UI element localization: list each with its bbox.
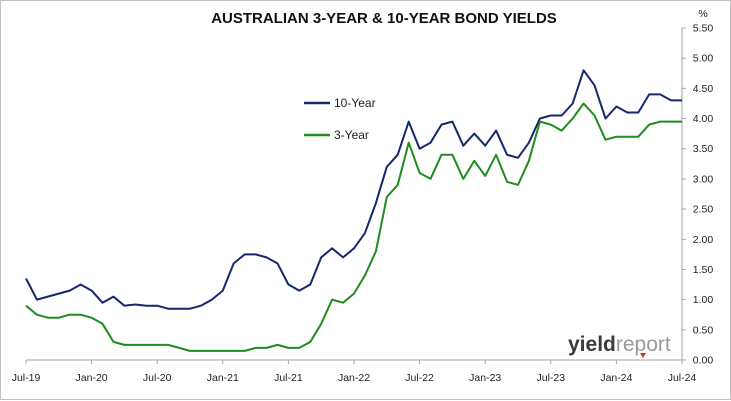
y-tick-label: 0.50 [693, 324, 714, 336]
y-axis-ticks: 0.00 0.50 1.00 1.50 2.00 2.50 3.00 3.50 4.00 4.50… [682, 23, 713, 367]
legend-label-3-year: 3-Year [334, 128, 369, 142]
x-tick-label: Jul-21 [274, 372, 303, 384]
y-tick-label: 5.00 [693, 53, 714, 65]
y-tick-label: 5.50 [693, 23, 714, 35]
y-tick-label: 4.50 [693, 83, 714, 95]
y-tick-label: 0.00 [693, 355, 714, 367]
x-tick-label: Jul-24 [668, 372, 697, 384]
yieldreport-logo: yieldreport [568, 333, 671, 358]
chart-title: AUSTRALIAN 3-YEAR & 10-YEAR BOND YIELDS [211, 10, 557, 27]
y-tick-label: 1.50 [693, 264, 714, 276]
y-tick-label: 3.00 [693, 173, 714, 185]
x-tick-label: Jul-22 [405, 372, 434, 384]
x-tick-label: Jul-23 [536, 372, 565, 384]
logo-marker-icon [640, 353, 646, 358]
x-tick-label: Jan-22 [338, 372, 370, 384]
x-tick-label: Jan-24 [600, 372, 632, 384]
x-tick-label: Jul-19 [12, 372, 41, 384]
x-tick-label: Jan-23 [469, 372, 501, 384]
y-tick-label: 2.50 [693, 204, 714, 216]
series-line-3-year [25, 102, 682, 352]
x-axis-ticks: Jul-19 Jan-20 Jul-20 Jan-21 Jul-21 Jan-22 Jul-… [12, 360, 697, 384]
y-axis-unit: % [698, 8, 707, 20]
legend-label-10-year: 10-Year [334, 96, 376, 110]
y-tick-label: 4.00 [693, 113, 714, 125]
x-tick-label: Jan-21 [207, 372, 239, 384]
svg-text:yieldreport: yieldreport [568, 333, 671, 356]
x-tick-label: Jul-20 [143, 372, 172, 384]
series-lines [25, 69, 682, 352]
legend: 10-Year 3-Year [304, 96, 376, 142]
y-tick-label: 3.50 [693, 143, 714, 155]
logo-word-report: report [616, 333, 671, 356]
y-tick-label: 2.00 [693, 234, 714, 246]
x-tick-label: Jan-20 [76, 372, 108, 384]
series-line-10-year [25, 69, 682, 310]
y-tick-label: 1.00 [693, 294, 714, 306]
logo-word-yield: yield [568, 333, 616, 356]
